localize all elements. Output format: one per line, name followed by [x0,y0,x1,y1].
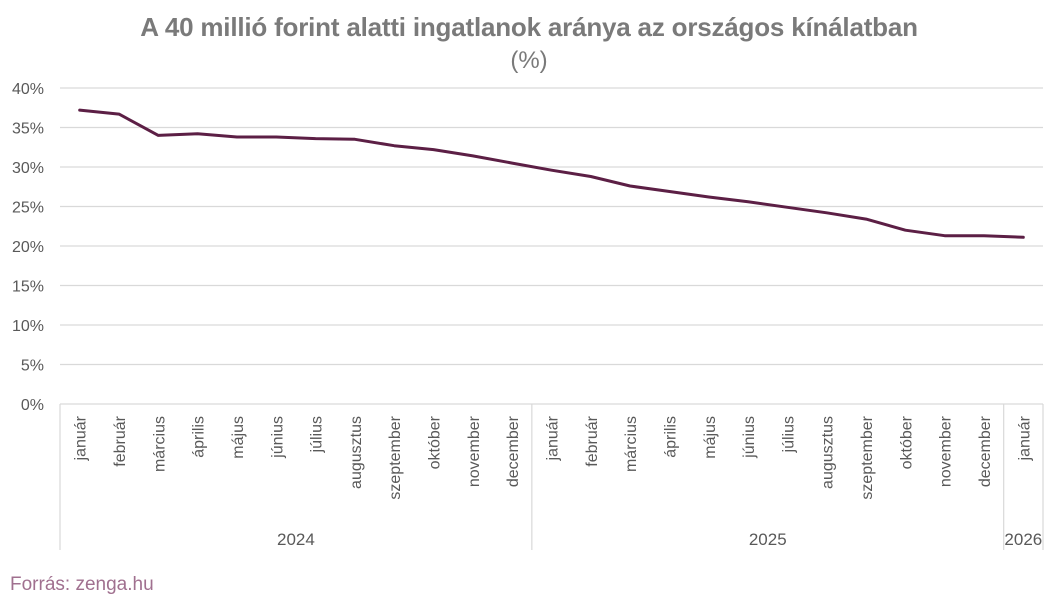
x-tick-label: október [898,415,915,469]
x-tick-label: február [584,415,601,466]
x-tick-label: december [977,415,994,487]
y-tick-label: 20% [12,239,44,256]
y-tick-label: 25% [12,200,44,217]
series-line [78,108,1025,239]
y-tick-label: 5% [21,358,44,375]
x-tick-label: november [466,415,483,487]
x-tick-label: december [505,415,522,487]
x-tick-label: augusztus [348,416,365,489]
gridlines [60,87,1043,366]
y-tick-label: 10% [12,318,44,335]
x-tick-label: július [780,416,797,453]
x-axis: január február március április május június jú… [59,403,1044,550]
year-group-label: 2025 [749,530,787,549]
x-tick-label: május [702,416,719,459]
x-tick-label: április [191,416,208,458]
x-tick-label: január [1016,415,1033,461]
y-tick-label: 35% [12,121,44,138]
y-tick-label: 40% [12,81,44,98]
chart-title: A 40 millió forint alatti ingatlanok ará… [140,12,918,42]
x-tick-label: július [309,416,326,453]
x-tick-label: november [938,415,955,487]
x-tick-label: január [73,415,90,461]
data-series [78,108,1025,239]
chart-subtitle: (%) [510,47,548,74]
x-tick-label: január [545,415,562,461]
x-tick-label: április [662,416,679,458]
x-tick-label: szeptember [387,415,404,499]
year-group-label: 2024 [277,530,315,549]
y-axis: 0% 5% 10% 15% 20% 25% 30% 35% 40% [12,81,44,414]
y-tick-label: 15% [12,279,44,296]
x-tick-label: október [427,415,444,469]
source-note: Forrás: zenga.hu [10,574,154,595]
x-tick-label: február [112,415,129,466]
y-tick-label: 0% [21,397,44,414]
y-tick-label: 30% [12,160,44,177]
x-tick-label: május [230,416,247,459]
x-tick-label: augusztus [820,416,837,489]
x-tick-label: június [741,416,758,459]
x-tick-label: szeptember [859,415,876,499]
x-tick-label: március [623,416,640,472]
year-group-label: 2026 [1004,530,1042,549]
x-tick-label: június [269,416,286,459]
x-tick-label: március [151,416,168,472]
